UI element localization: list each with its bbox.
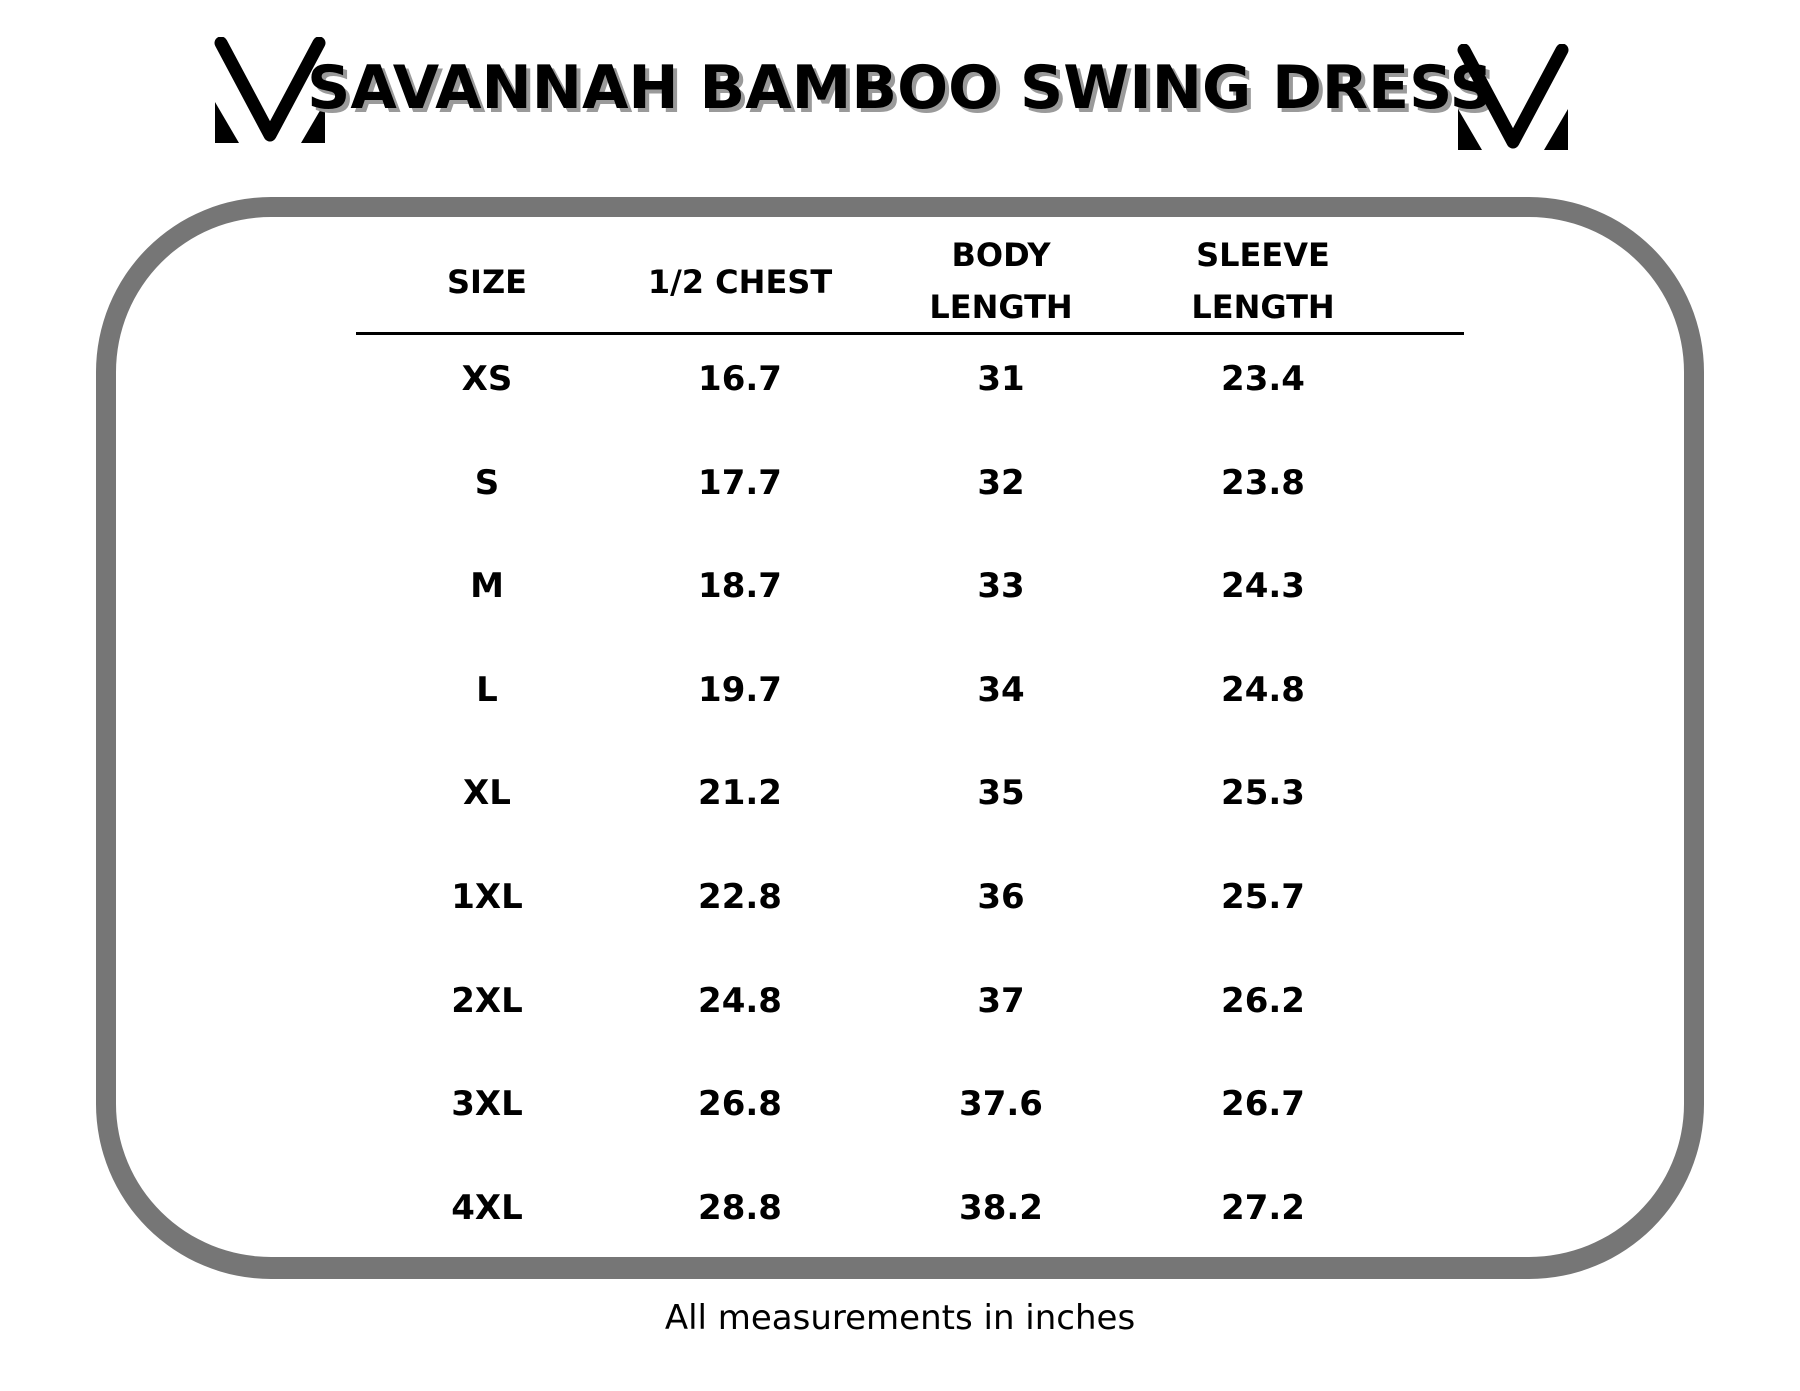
cell-sleeve-length: 23.4 bbox=[1221, 359, 1305, 399]
cell-size: L bbox=[476, 669, 498, 710]
cell-size: 2XL bbox=[451, 980, 523, 1021]
cell-half-chest: 16.7 bbox=[698, 359, 782, 399]
cell-body-length: 33 bbox=[977, 566, 1025, 607]
header-body-length-line2: LENGTH bbox=[929, 288, 1073, 326]
cell-half-chest: 21.2 bbox=[698, 773, 782, 814]
cell-body-length: 31 bbox=[977, 359, 1025, 399]
cell-body-length: 34 bbox=[977, 669, 1025, 710]
cell-half-chest: 17.7 bbox=[698, 462, 782, 503]
cell-half-chest: 18.7 bbox=[698, 566, 782, 607]
cell-sleeve-length: 26.2 bbox=[1221, 980, 1305, 1021]
page-title: SAVANNAH BAMBOO SWING DRESS bbox=[307, 53, 1493, 123]
cell-half-chest: 24.8 bbox=[698, 980, 782, 1021]
cell-half-chest: 22.8 bbox=[698, 877, 782, 917]
cell-size: XL bbox=[463, 773, 511, 814]
cell-sleeve-length: 27.2 bbox=[1221, 1187, 1305, 1228]
cell-size: S bbox=[474, 462, 500, 503]
cell-half-chest: 19.7 bbox=[698, 669, 782, 710]
size-chart-frame bbox=[96, 197, 1704, 1279]
header-body-length: BODY bbox=[951, 236, 1051, 274]
cell-size: M bbox=[470, 566, 504, 607]
cell-size: 4XL bbox=[451, 1187, 523, 1228]
cell-half-chest: 26.8 bbox=[698, 1084, 782, 1125]
cell-body-length: 36 bbox=[977, 877, 1025, 917]
left-logo-icon bbox=[214, 37, 326, 143]
cell-body-length: 32 bbox=[977, 462, 1025, 503]
cell-body-length: 35 bbox=[977, 773, 1025, 814]
right-logo-icon bbox=[1457, 44, 1569, 150]
cell-size: 3XL bbox=[451, 1084, 523, 1125]
header-sleeve-length-line2: LENGTH bbox=[1191, 288, 1335, 326]
cell-body-length: 37.6 bbox=[959, 1084, 1043, 1125]
cell-size: XS bbox=[461, 359, 513, 399]
cell-sleeve-length: 23.8 bbox=[1221, 462, 1305, 503]
header-size: SIZE bbox=[446, 263, 527, 301]
header-divider bbox=[356, 332, 1464, 335]
cell-size: 1XL bbox=[451, 877, 523, 917]
cell-half-chest: 28.8 bbox=[698, 1187, 782, 1228]
cell-body-length: 38.2 bbox=[959, 1187, 1043, 1228]
cell-sleeve-length: 24.3 bbox=[1221, 566, 1305, 607]
cell-sleeve-length: 26.7 bbox=[1221, 1084, 1305, 1125]
cell-sleeve-length: 25.3 bbox=[1221, 773, 1305, 814]
cell-sleeve-length: 24.8 bbox=[1221, 669, 1305, 710]
header-sleeve-length: SLEEVE bbox=[1196, 236, 1330, 274]
cell-body-length: 37 bbox=[977, 980, 1025, 1021]
cell-sleeve-length: 25.7 bbox=[1221, 877, 1305, 917]
header-half-chest: 1/2 CHEST bbox=[647, 263, 833, 301]
measurement-note: All measurements in inches bbox=[664, 1298, 1136, 1338]
